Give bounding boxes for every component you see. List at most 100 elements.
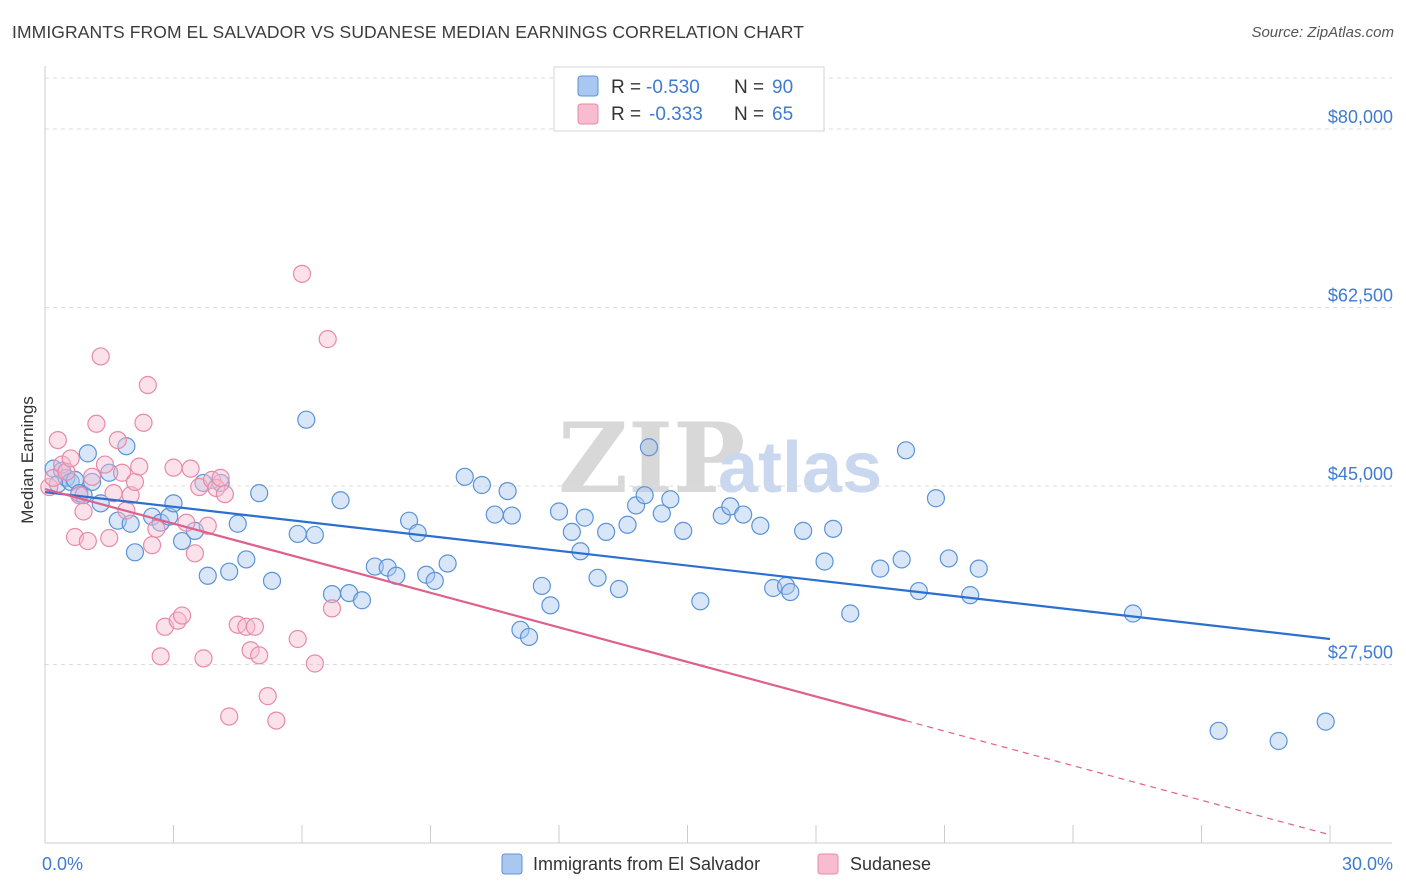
trend-lines xyxy=(44,487,1331,836)
y-tick-labels: $27,500 $45,000 $62,500 $80,000 xyxy=(1328,107,1393,663)
data-point-el-salvador xyxy=(237,550,256,569)
data-point-el-salvador xyxy=(794,521,813,540)
series-el-salvador-points xyxy=(44,410,1335,751)
data-point-el-salvador xyxy=(1269,731,1288,751)
data-point-sudanese xyxy=(185,544,205,563)
data-point-sudanese xyxy=(151,647,170,666)
data-point-sudanese xyxy=(91,347,110,366)
data-point-el-salvador xyxy=(425,571,444,590)
data-point-el-salvador xyxy=(562,522,581,542)
data-point-sudanese xyxy=(322,599,342,618)
trend-line-el-salvador xyxy=(44,491,1331,641)
data-point-el-salvador xyxy=(661,490,680,509)
data-point-sudanese xyxy=(142,536,162,555)
data-point-sudanese xyxy=(194,649,213,668)
y-axis-label: Median Earnings xyxy=(18,396,37,524)
watermark-zip: ZIP xyxy=(558,402,745,515)
axes xyxy=(44,66,1392,844)
data-point-el-salvador xyxy=(541,596,560,615)
data-point-el-salvador xyxy=(83,472,102,492)
data-point-el-salvador xyxy=(288,524,307,544)
data-point-el-salvador xyxy=(164,494,183,513)
data-point-el-salvador xyxy=(781,582,800,602)
data-point-el-salvador xyxy=(198,566,217,585)
data-point-el-salvador xyxy=(220,562,239,581)
data-point-el-salvador xyxy=(588,568,607,587)
data-point-el-salvador xyxy=(532,576,551,596)
x-tick-label-max: 30.0% xyxy=(1342,854,1393,874)
data-point-el-salvador xyxy=(721,497,740,516)
data-point-el-salvador xyxy=(228,514,247,533)
data-point-sudanese xyxy=(305,654,324,673)
legend-n-value-blue: 90 xyxy=(772,77,793,98)
data-point-el-salvador xyxy=(438,554,457,573)
data-point-el-salvador xyxy=(1209,721,1228,740)
legend-box xyxy=(553,66,825,132)
legend-r-value-blue: -0.530 xyxy=(646,77,700,98)
data-point-el-salvador xyxy=(815,552,834,571)
gridlines xyxy=(45,77,1392,665)
trend-line-sudanese-extension xyxy=(905,720,1331,836)
data-point-el-salvador xyxy=(549,502,569,521)
legend: R = -0.530 N = 90 R = -0.333 N = 65 xyxy=(553,66,825,132)
data-point-sudanese xyxy=(87,414,106,433)
data-point-sudanese xyxy=(211,468,230,487)
data-point-el-salvador xyxy=(172,531,192,551)
data-point-sudanese xyxy=(74,502,93,521)
data-point-sudanese xyxy=(78,531,97,551)
data-point-el-salvador xyxy=(871,559,890,578)
data-point-sudanese xyxy=(292,264,312,283)
legend-n-label-blue: N = xyxy=(734,77,764,98)
data-point-sudanese xyxy=(95,455,115,474)
data-point-el-salvador xyxy=(892,550,911,569)
data-point-el-salvador xyxy=(618,515,637,534)
data-point-el-salvador xyxy=(485,505,504,524)
data-point-el-salvador xyxy=(365,557,384,576)
y-tick-label: $62,500 xyxy=(1328,286,1393,306)
data-point-el-salvador xyxy=(691,592,710,611)
data-point-el-salvador xyxy=(78,444,97,463)
data-point-sudanese xyxy=(220,707,239,726)
data-point-el-salvador xyxy=(652,504,671,523)
data-point-el-salvador xyxy=(575,508,594,527)
data-point-el-salvador xyxy=(498,482,517,501)
bottom-legend-label-blue: Immigrants from El Salvador xyxy=(533,854,760,874)
watermark: ZIP atlas xyxy=(558,402,882,515)
data-point-el-salvador xyxy=(331,491,350,510)
data-point-sudanese xyxy=(125,472,145,492)
data-point-el-salvador xyxy=(1316,712,1335,731)
data-point-el-salvador xyxy=(841,604,860,623)
data-point-sudanese xyxy=(288,629,307,649)
bottom-legend-swatch-pink xyxy=(817,853,839,875)
data-point-el-salvador xyxy=(100,463,119,482)
data-point-sudanese xyxy=(130,457,149,476)
data-point-sudanese xyxy=(164,458,183,477)
data-point-sudanese xyxy=(241,641,260,660)
legend-r-label-blue: R = xyxy=(611,77,641,98)
data-point-el-salvador xyxy=(472,475,491,495)
legend-r-value-pink: -0.333 xyxy=(649,104,703,125)
data-point-sudanese xyxy=(245,617,264,636)
legend-n-value-pink: 65 xyxy=(772,104,793,125)
watermark-atlas: atlas xyxy=(718,428,882,508)
data-point-el-salvador xyxy=(352,591,372,610)
data-point-el-salvador xyxy=(297,410,316,429)
data-point-sudanese xyxy=(134,413,153,432)
data-point-sudanese xyxy=(100,528,119,548)
data-point-el-salvador xyxy=(250,484,269,503)
series-sudanese-points xyxy=(40,264,342,730)
y-tick-label: $80,000 xyxy=(1328,107,1393,127)
x-tick-label-min: 0.0% xyxy=(42,854,83,874)
data-point-el-salvador xyxy=(926,489,946,508)
data-point-el-salvador xyxy=(639,438,659,457)
data-point-el-salvador xyxy=(1123,604,1143,623)
data-point-sudanese xyxy=(61,449,80,468)
data-point-el-salvador xyxy=(408,523,427,543)
data-point-sudanese xyxy=(318,330,337,349)
source-credit: Source: ZipAtlas.com xyxy=(1251,24,1394,41)
data-point-el-salvador xyxy=(751,516,770,535)
bottom-legend: Immigrants from El Salvador Sudanese xyxy=(501,853,931,875)
data-point-sudanese xyxy=(267,711,286,730)
data-point-sudanese xyxy=(215,485,234,504)
